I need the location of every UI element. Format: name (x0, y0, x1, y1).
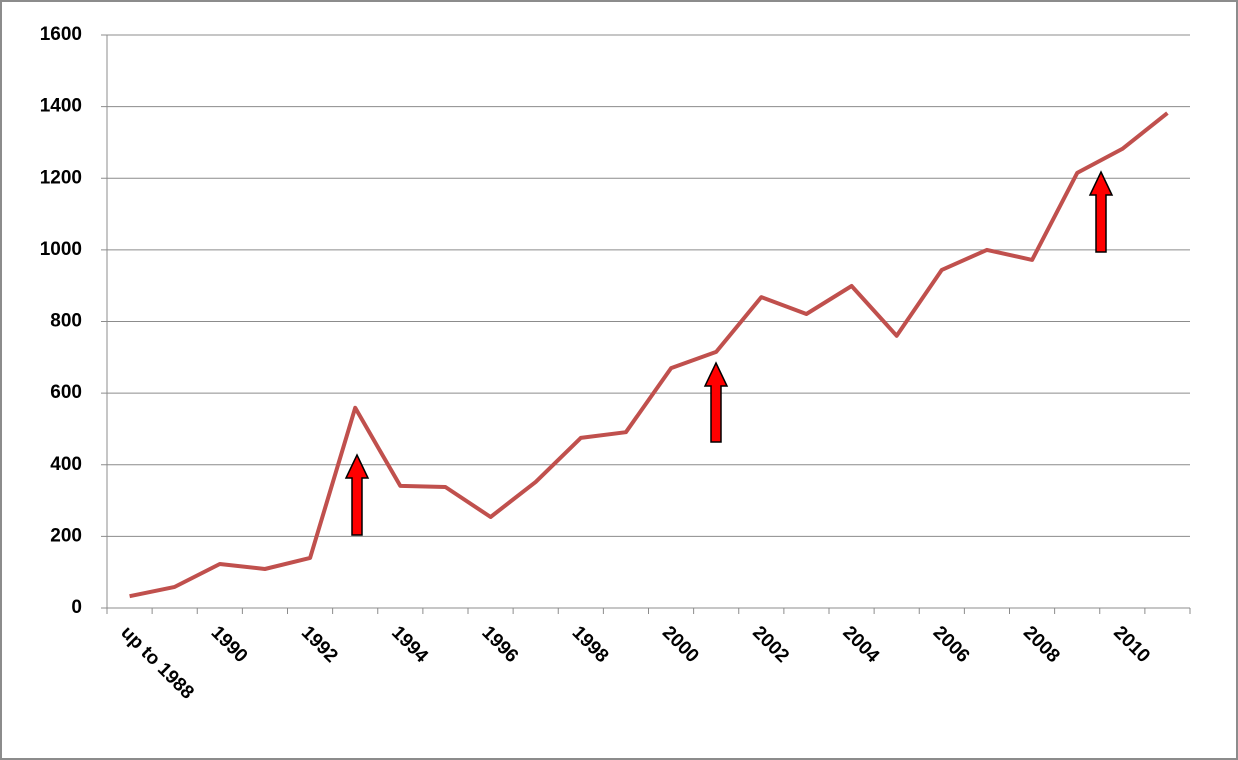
y-tick-label: 0 (71, 597, 82, 618)
y-tick-label: 1200 (40, 167, 82, 188)
data-line (129, 111, 1169, 599)
y-tick-label: 1600 (40, 24, 82, 45)
y-tick-label: 400 (50, 454, 82, 475)
arrow (1088, 170, 1114, 253)
annotation-arrows (344, 170, 1114, 536)
arrow (703, 361, 729, 443)
y-tick-label: 1000 (40, 239, 82, 260)
y-tick-label: 800 (50, 311, 82, 332)
y-tick-label: 1400 (40, 96, 82, 117)
arrow (344, 453, 370, 536)
y-tick-label: 600 (50, 382, 82, 403)
y-tick-label: 200 (50, 525, 82, 546)
